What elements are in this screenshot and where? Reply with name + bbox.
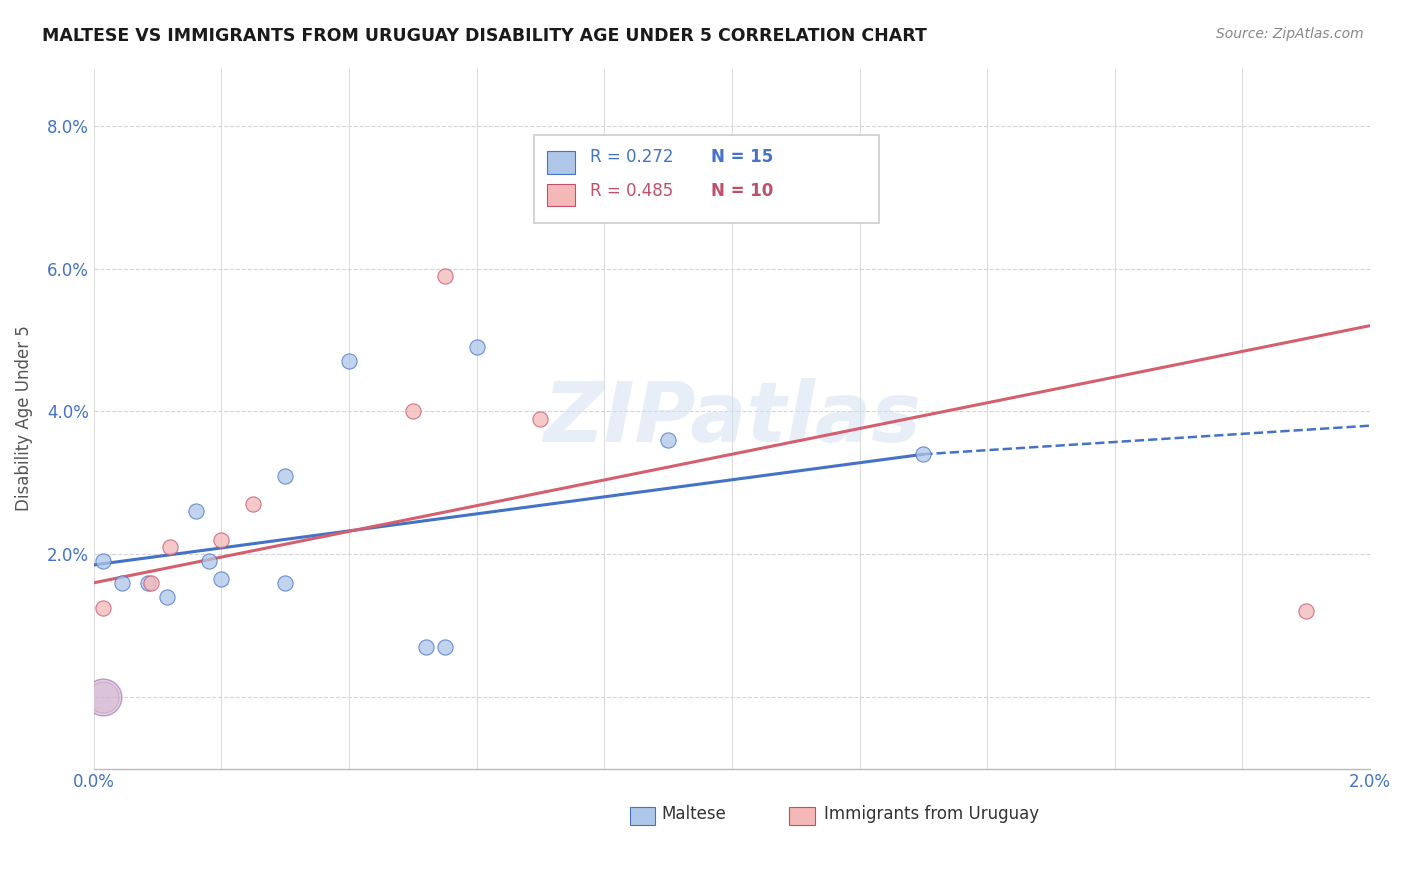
Point bbox=[91, 690, 114, 705]
Point bbox=[242, 497, 264, 511]
Y-axis label: Disability Age Under 5: Disability Age Under 5 bbox=[15, 326, 32, 511]
Bar bbox=[630, 807, 655, 824]
Text: ZIPatlas: ZIPatlas bbox=[543, 378, 921, 459]
Point bbox=[912, 447, 935, 461]
Point bbox=[141, 575, 163, 590]
Point bbox=[848, 169, 870, 183]
Point bbox=[529, 411, 551, 425]
Point bbox=[136, 575, 159, 590]
Text: Immigrants from Uruguay: Immigrants from Uruguay bbox=[824, 805, 1039, 823]
Point bbox=[402, 404, 425, 418]
Point bbox=[433, 640, 456, 654]
Point bbox=[433, 268, 456, 283]
Point bbox=[197, 554, 219, 568]
Point bbox=[91, 690, 114, 705]
Text: N = 15: N = 15 bbox=[711, 148, 773, 167]
Point bbox=[337, 354, 360, 368]
Point bbox=[209, 533, 232, 547]
Bar bbox=[547, 184, 575, 206]
Bar bbox=[547, 151, 575, 174]
Point bbox=[465, 340, 488, 354]
Point bbox=[159, 540, 181, 554]
Point bbox=[657, 433, 679, 447]
Point bbox=[274, 575, 297, 590]
Point bbox=[415, 640, 437, 654]
Point bbox=[1295, 604, 1317, 618]
Point bbox=[111, 575, 134, 590]
Text: R = 0.485: R = 0.485 bbox=[591, 182, 673, 200]
Point bbox=[156, 590, 179, 604]
FancyBboxPatch shape bbox=[534, 135, 879, 222]
Point bbox=[91, 554, 114, 568]
Point bbox=[274, 468, 297, 483]
Point bbox=[209, 572, 232, 586]
Text: R = 0.272: R = 0.272 bbox=[591, 148, 673, 167]
Text: N = 10: N = 10 bbox=[711, 182, 773, 200]
Text: Maltese: Maltese bbox=[662, 805, 727, 823]
Text: MALTESE VS IMMIGRANTS FROM URUGUAY DISABILITY AGE UNDER 5 CORRELATION CHART: MALTESE VS IMMIGRANTS FROM URUGUAY DISAB… bbox=[42, 27, 927, 45]
Point bbox=[91, 600, 114, 615]
Text: Source: ZipAtlas.com: Source: ZipAtlas.com bbox=[1216, 27, 1364, 41]
Point bbox=[184, 504, 207, 518]
Bar bbox=[789, 807, 815, 824]
